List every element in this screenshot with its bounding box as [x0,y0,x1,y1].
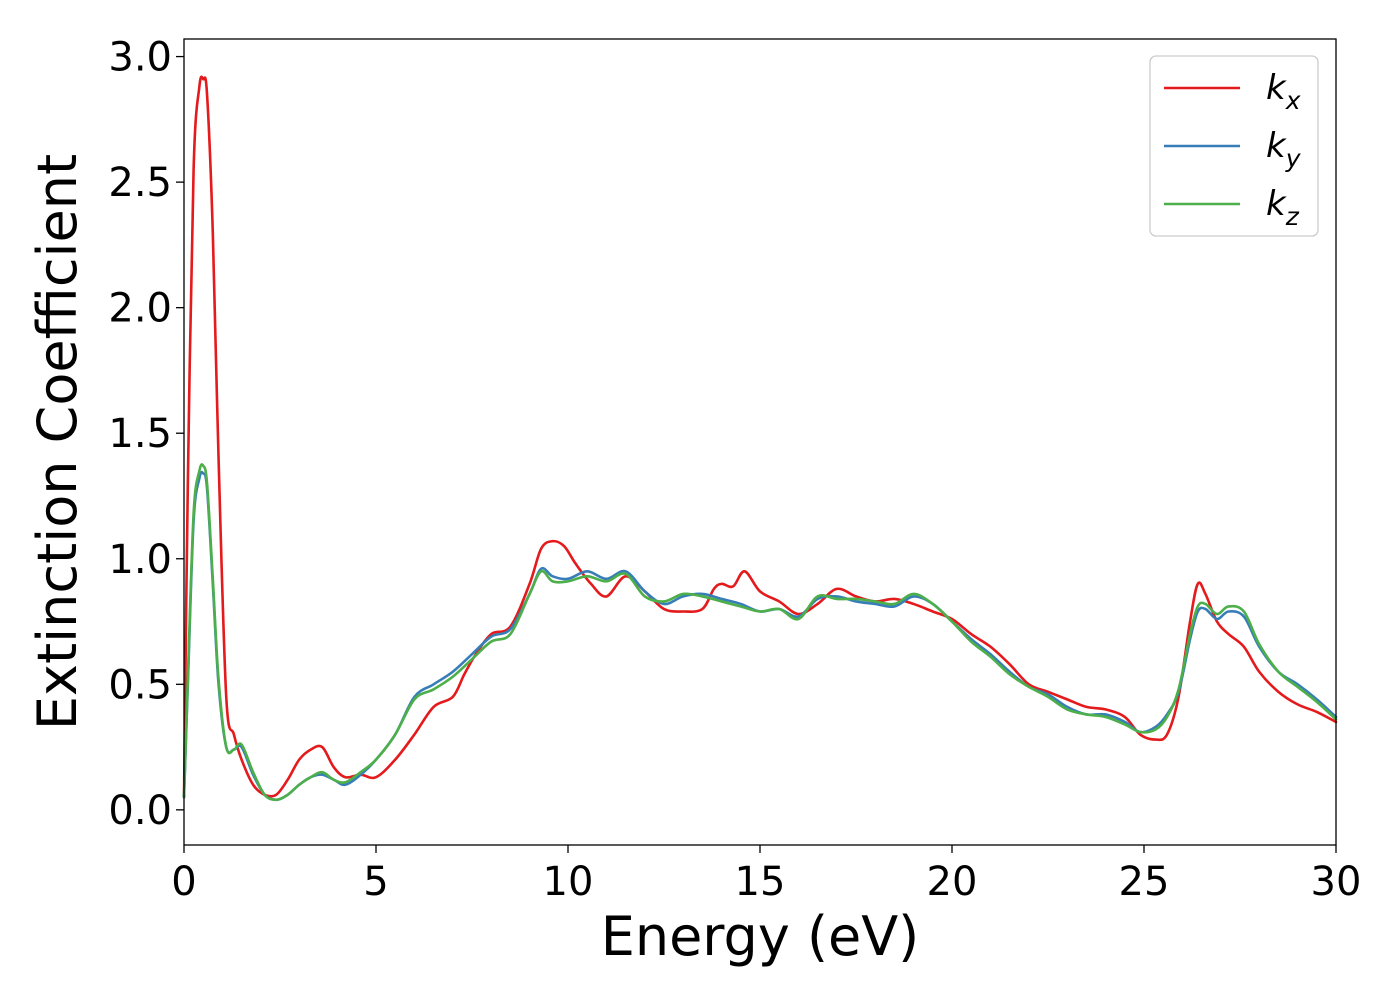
y-tick-label: 1.0 [108,537,172,583]
y-tick-label: 3.0 [108,35,172,81]
series-lines [182,75,1338,802]
y-tick-label: 2.5 [108,160,172,206]
plot-background [184,39,1336,845]
x-tick-label: 30 [1311,859,1362,905]
legend-entries: kx ky kz [1164,68,1302,231]
y-tick-label: 2.0 [108,286,172,332]
x-tick-label: 25 [1119,859,1170,905]
y-axis-ticks: 0.0 0.5 1.0 1.5 2.0 2.5 3.0 [108,35,184,834]
x-axis-title: Energy (eV) [601,905,920,968]
legend-label-x: kx [1266,68,1301,115]
legend: kx ky kz [1149,55,1319,237]
legend-label-y: ky [1266,126,1302,173]
x-tick-label: 15 [735,859,786,905]
y-tick-label: 1.5 [108,411,172,457]
x-tick-label: 0 [171,859,196,905]
x-tick-label: 20 [927,859,978,905]
y-tick-label: 0.5 [108,662,172,708]
x-tick-label: 5 [363,859,388,905]
x-axis-ticks: 0 5 10 15 20 25 30 [171,845,1361,905]
y-tick-label: 0.0 [108,788,172,834]
y-axis-title: Extinction Coefficient [26,154,89,730]
legend-label-z: kz [1266,184,1300,231]
x-tick-label: 10 [543,859,594,905]
series-line-z [182,463,1338,802]
